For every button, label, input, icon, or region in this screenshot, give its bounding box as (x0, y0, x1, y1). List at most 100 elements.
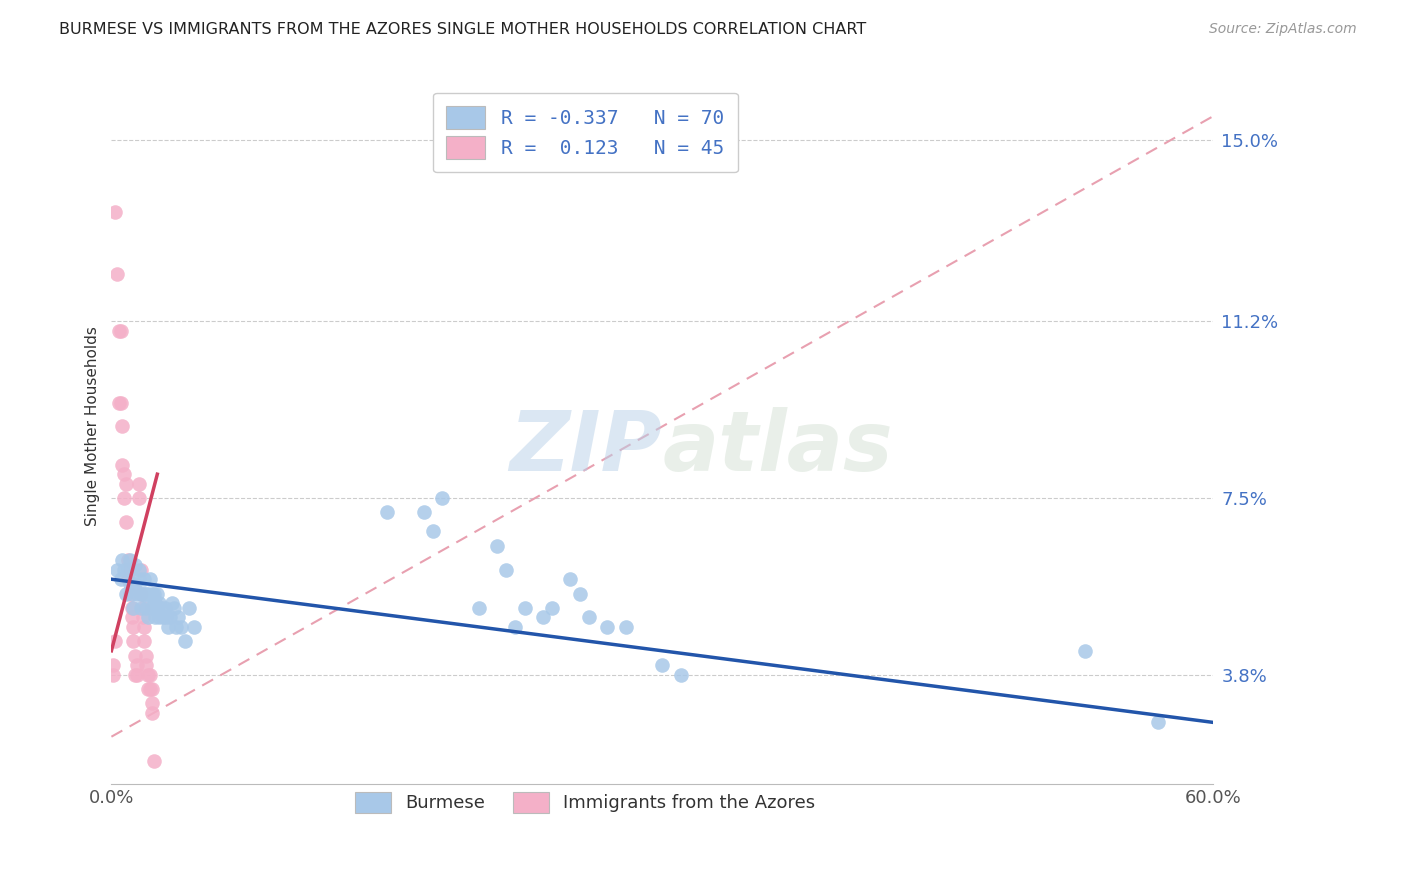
Point (118, 577, 141, 591)
Text: atlas: atlas (662, 408, 893, 489)
Point (110, 324, 132, 338)
Point (142, 586, 165, 600)
Point (128, 476, 150, 491)
Point (121, 610, 143, 624)
Point (513, 600, 536, 615)
Point (146, 600, 169, 615)
Point (163, 600, 186, 615)
Point (115, 476, 138, 491)
Point (127, 586, 149, 600)
Point (111, 458, 134, 472)
Point (112, 563, 135, 577)
Point (105, 563, 128, 577)
Point (669, 667, 692, 681)
Point (134, 586, 156, 600)
Point (117, 553, 139, 567)
Point (148, 596, 170, 610)
Point (142, 596, 165, 610)
Point (148, 610, 170, 624)
Point (111, 553, 134, 567)
Point (107, 324, 129, 338)
Point (141, 600, 163, 615)
Point (129, 600, 152, 615)
Point (145, 610, 167, 624)
Point (422, 524, 444, 539)
Point (136, 667, 159, 681)
Point (651, 658, 673, 673)
Point (505, 620, 527, 634)
Point (531, 610, 554, 624)
Point (127, 667, 149, 681)
Point (153, 600, 176, 615)
Point (110, 395, 132, 409)
Point (135, 658, 157, 673)
Point (141, 706, 163, 720)
Point (134, 620, 156, 634)
Point (118, 563, 141, 577)
Point (1147, 715, 1170, 730)
Point (127, 658, 149, 673)
Point (122, 600, 145, 615)
Text: ZIP: ZIP (509, 408, 662, 489)
Point (568, 586, 591, 600)
Point (111, 419, 134, 434)
Point (103, 658, 125, 673)
Point (124, 667, 146, 681)
Point (103, 667, 125, 681)
Point (115, 515, 138, 529)
Point (129, 586, 152, 600)
Point (142, 754, 165, 768)
Text: BURMESE VS IMMIGRANTS FROM THE AZORES SINGLE MOTHER HOUSEHOLDS CORRELATION CHART: BURMESE VS IMMIGRANTS FROM THE AZORES SI… (59, 22, 866, 37)
Point (122, 577, 145, 591)
Point (596, 620, 619, 634)
Point (541, 600, 564, 615)
Point (166, 610, 188, 624)
Y-axis label: Single Mother Households: Single Mother Households (86, 326, 100, 526)
Point (578, 610, 600, 624)
Point (467, 600, 489, 615)
Point (128, 491, 150, 505)
Point (165, 620, 187, 634)
Point (141, 681, 163, 696)
Point (117, 572, 139, 586)
Point (139, 572, 162, 586)
Point (131, 610, 153, 624)
Point (614, 620, 637, 634)
Point (139, 667, 162, 681)
Point (149, 600, 172, 615)
Legend: Burmese, Immigrants from the Azores: Burmese, Immigrants from the Azores (343, 780, 828, 825)
Point (183, 620, 205, 634)
Point (173, 634, 195, 648)
Point (122, 634, 145, 648)
Point (375, 505, 398, 519)
Point (134, 634, 156, 648)
Point (104, 204, 127, 219)
Point (131, 600, 153, 615)
Point (121, 600, 143, 615)
Point (112, 491, 135, 505)
Point (117, 563, 139, 577)
Point (118, 586, 141, 600)
Point (135, 600, 157, 615)
Point (104, 634, 127, 648)
Point (146, 586, 169, 600)
Point (177, 600, 200, 615)
Point (134, 572, 156, 586)
Point (129, 586, 152, 600)
Point (430, 491, 453, 505)
Point (131, 586, 153, 600)
Point (128, 572, 150, 586)
Point (105, 267, 128, 281)
Point (160, 596, 183, 610)
Point (124, 577, 146, 591)
Point (107, 395, 129, 409)
Point (141, 696, 163, 710)
Point (135, 648, 157, 663)
Point (135, 586, 157, 600)
Point (118, 553, 141, 567)
Point (129, 563, 152, 577)
Point (152, 610, 174, 624)
Point (136, 586, 159, 600)
Point (128, 563, 150, 577)
Point (122, 620, 145, 634)
